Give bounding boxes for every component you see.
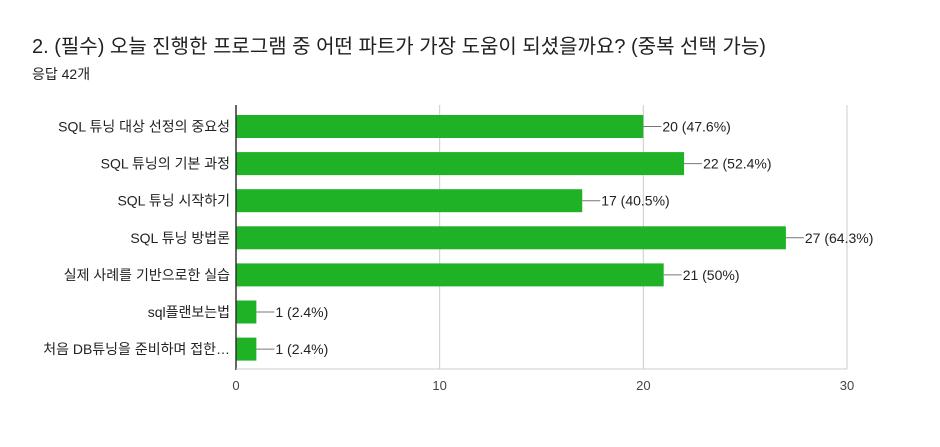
category-label: SQL 튜닝 대상 선정의 중요성 bbox=[58, 119, 230, 135]
value-label: 1 (2.4%) bbox=[275, 341, 328, 357]
value-label: 27 (64.3%) bbox=[805, 230, 873, 246]
category-label: SQL 튜닝 시작하기 bbox=[117, 193, 230, 209]
bar bbox=[236, 300, 257, 324]
x-tick-label: 30 bbox=[840, 378, 854, 393]
bar bbox=[236, 226, 786, 250]
category-label: SQL 튜닝 방법론 bbox=[130, 230, 230, 246]
value-label: 1 (2.4%) bbox=[275, 304, 328, 320]
labels: 0 10 20 30 20 (47.6%) SQL 튜닝 대상 선정의 중요성 22 (52… bbox=[43, 119, 873, 394]
bar bbox=[236, 263, 664, 287]
x-tick-label: 20 bbox=[636, 378, 650, 393]
value-label: 22 (52.4%) bbox=[703, 156, 771, 172]
question-title: 2. (필수) 오늘 진행한 프로그램 중 어떤 파트가 가장 도움이 되셨을까… bbox=[32, 36, 766, 58]
bar bbox=[236, 152, 685, 176]
bar bbox=[236, 115, 644, 138]
bars bbox=[236, 115, 786, 361]
x-tick-label: 0 bbox=[232, 378, 239, 393]
axes bbox=[235, 105, 847, 370]
category-label: 처음 DB튜닝을 준비하며 접한… bbox=[43, 341, 230, 357]
category-label: 실제 사례를 기반으로한 실습 bbox=[64, 267, 230, 283]
category-label: sql플랜보는법 bbox=[148, 304, 230, 320]
value-label: 17 (40.5%) bbox=[601, 193, 669, 209]
bar bbox=[236, 189, 583, 213]
x-tick-label: 10 bbox=[432, 378, 446, 393]
category-label: SQL 튜닝의 기본 과정 bbox=[101, 156, 230, 172]
bar bbox=[236, 337, 257, 361]
response-count: 응답 42개 bbox=[32, 66, 91, 82]
value-label: 20 (47.6%) bbox=[662, 119, 730, 135]
value-label: 21 (50%) bbox=[683, 267, 740, 283]
